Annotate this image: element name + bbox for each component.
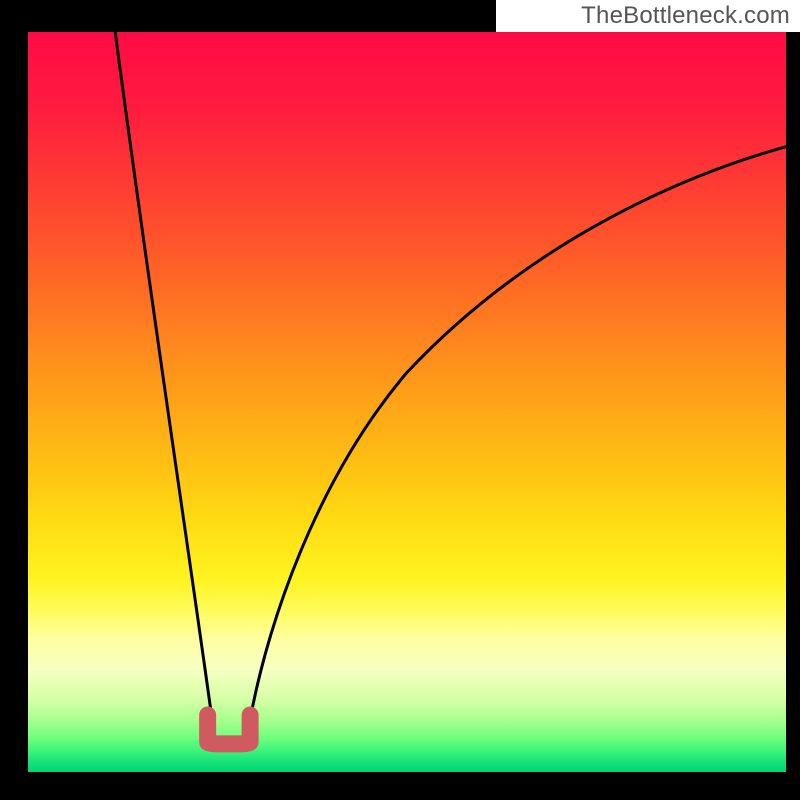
border-left: [0, 0, 28, 800]
chart-frame: TheBottleneck.com: [0, 0, 800, 800]
plot-area: [0, 0, 800, 800]
border-bottom: [0, 772, 800, 800]
gradient-background: [28, 32, 786, 772]
watermark-text: TheBottleneck.com: [581, 2, 790, 30]
border-right: [786, 0, 800, 800]
